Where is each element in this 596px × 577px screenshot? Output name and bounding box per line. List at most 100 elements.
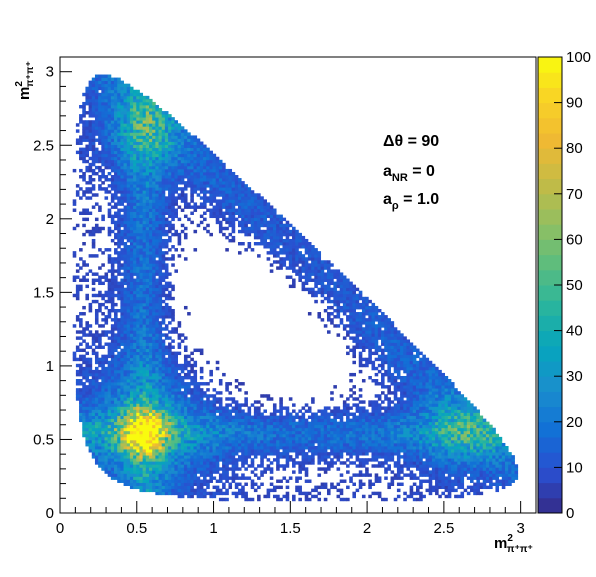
heatmap-bin [107,375,112,380]
heatmap-bin [133,375,137,380]
heatmap-bin [168,190,172,194]
heatmap-bin [171,461,175,465]
heatmap-bin [123,302,128,307]
heatmap-bin [126,86,131,91]
heatmap-bin [107,354,112,359]
heatmap-bin [193,135,198,139]
heatmap-bin [152,248,156,252]
heatmap-bin [203,446,207,450]
heatmap-bin [129,95,134,100]
heatmap-bin [126,89,131,94]
heatmap-bin [145,284,150,289]
heatmap-bin [244,412,248,416]
heatmap-bin [129,135,134,139]
heatmap-bin [114,260,118,264]
heatmap-bin [149,312,153,316]
heatmap-bin [126,318,131,322]
heatmap-bin [266,202,271,206]
heatmap-bin [129,287,134,292]
heatmap-bin [142,436,147,441]
heatmap-bin [222,461,226,465]
heatmap-bin [177,400,182,404]
heatmap-bin [247,455,252,459]
heatmap-bin [158,178,163,182]
heatmap-bin [94,397,99,401]
heatmap-bin [187,360,191,365]
heatmap-bin [158,245,163,249]
heatmap-bin [203,467,207,471]
heatmap-bin [117,260,121,264]
heatmap-bin [196,162,201,167]
heatmap-bin [123,455,128,459]
heatmap-bin [244,455,248,459]
heatmap-bin [241,494,245,499]
heatmap-bin [266,427,271,432]
heatmap-bin [187,147,191,152]
heatmap-bin [171,132,175,136]
heatmap-bin [247,214,252,219]
heatmap-bin [107,77,112,82]
heatmap-bin [136,464,140,468]
heatmap-bin [117,333,121,337]
heatmap-bin [88,439,93,444]
heatmap-bin [101,302,105,307]
heatmap-bin [199,491,204,496]
heatmap-bin [104,330,109,334]
heatmap-bin [117,147,121,152]
heatmap-bin [117,363,121,368]
heatmap-bin [126,272,131,276]
heatmap-bin [110,214,115,219]
heatmap-bin [218,211,223,215]
heatmap-bin [152,406,156,410]
heatmap-bin [145,476,150,480]
heatmap-bin [199,406,204,410]
heatmap-bin [139,482,144,486]
heatmap-bin [215,446,220,450]
heatmap-bin [142,117,147,121]
heatmap-bin [225,385,229,389]
heatmap-bin [91,397,96,401]
heatmap-bin [161,278,166,282]
heatmap-bin [187,382,191,386]
heatmap-bin [82,159,86,164]
heatmap-bin [123,290,128,295]
heatmap-bin [72,168,77,173]
heatmap-bin [114,135,118,139]
heatmap-bin [145,324,150,328]
heatmap-bin [237,424,242,429]
heatmap-bin [123,473,128,477]
heatmap-bin [203,449,207,453]
heatmap-bin [117,263,121,267]
heatmap-bin [120,363,124,368]
heatmap-bin [120,375,124,380]
heatmap-bin [253,235,258,240]
heatmap-bin [117,104,121,109]
heatmap-bin [91,446,96,450]
heatmap-bin [155,479,159,483]
heatmap-bin [149,342,153,346]
heatmap-bin [104,80,109,85]
heatmap-bin [123,199,128,203]
heatmap-bin [168,375,172,380]
heatmap-bin [133,101,137,106]
heatmap-bin [203,162,207,167]
heatmap-bin [117,159,121,164]
heatmap-bin [180,455,185,459]
heatmap-bin [98,135,102,139]
heatmap-bin [171,400,175,404]
heatmap-bin [82,263,86,267]
heatmap-bin [174,391,178,395]
heatmap-bin [215,199,220,203]
heatmap-bin [117,232,121,237]
heatmap-bin [171,126,175,130]
heatmap-bin [263,245,267,249]
heatmap-bin [123,272,128,276]
heatmap-bin [174,144,178,149]
heatmap-bin [253,421,258,426]
heatmap-bin [98,184,102,188]
heatmap-bin [129,147,134,152]
heatmap-bin [209,232,213,237]
heatmap-bin [187,369,191,374]
heatmap-bin [250,193,255,197]
heatmap-bin [107,351,112,356]
